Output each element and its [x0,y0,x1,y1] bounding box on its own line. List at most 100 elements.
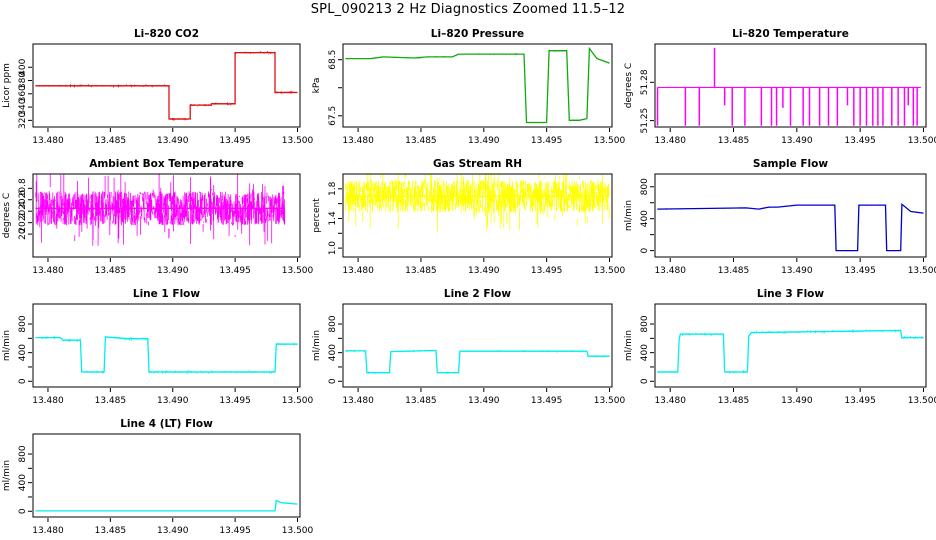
y-tick-label: 400 [18,58,28,75]
x-tick-label: 13.485 [718,136,750,146]
x-tick-label: 13.480 [654,136,686,146]
x-tick-label: 13.500 [282,136,314,146]
data-series [345,46,610,124]
panel-title: Line 2 Flow [444,288,511,300]
y-axis-label: ml/min [624,200,634,231]
series-noise [345,349,610,374]
data-series [35,174,286,246]
panel-7: Line 1 Flow ml/min 13.480 13.485 13.490 13.49… [2,288,314,406]
y-tick-label: 800 [328,315,338,332]
x-tick-label: 13.495 [531,136,563,146]
series-noise [35,174,286,246]
panel-10: Line 4 (LT) Flow ml/min 13.480 13.485 13.490… [2,418,314,536]
x-tick-label: 13.490 [468,136,500,146]
y-tick-label: 20 [18,228,28,240]
y-tick-label: 800 [18,315,28,332]
y-axis-label: ml/min [312,330,322,361]
series-line [345,349,610,374]
plot-frame [32,433,301,518]
panel-5: Gas Stream RH percent 13.480 13.485 13.490 13… [312,158,626,276]
x-tick-label: 13.480 [342,136,374,146]
panel-4: Ambient Box Temperature degrees C 13.480 13… [2,158,314,276]
x-tick-label: 13.490 [157,266,189,276]
series-noise [35,335,298,374]
y-tick-label: 380 [18,72,28,89]
panel-title: Line 4 (LT) Flow [120,418,213,430]
x-tick-label: 13.480 [32,266,64,276]
panel-9: Line 3 Flow ml/min 13.480 13.485 13.490 13.49… [624,288,936,406]
y-tick-label: 51.25 [640,108,650,134]
y-tick-label: 360 [18,85,28,102]
plot-frame [32,303,301,388]
x-tick-label: 13.495 [219,266,251,276]
y-axis-label: degrees C [624,63,634,108]
x-tick-label: 13.485 [718,266,750,276]
plot-frame [32,173,301,258]
x-tick-label: 13.500 [282,396,314,406]
y-tick-label: 20.6 [18,189,28,209]
series-noise [345,174,610,232]
x-tick-label: 13.490 [781,266,813,276]
y-tick-label: 1.4 [328,211,338,226]
y-axis-label: ml/min [2,330,12,361]
y-tick-label: 340 [18,98,28,115]
x-tick-label: 13.490 [468,396,500,406]
x-tick-label: 13.485 [95,526,127,536]
y-tick-label: 400 [328,344,338,361]
panel-title: Li–820 CO2 [134,28,199,40]
panel-title: Li–820 Temperature [732,28,849,40]
y-tick-label: 0 [640,247,650,253]
data-series [35,335,298,374]
y-tick-label: 0 [18,378,28,384]
y-axis-label: kPa [312,78,322,94]
panel-title: Ambient Box Temperature [89,158,244,170]
plot-frame [654,173,927,258]
x-tick-label: 13.485 [95,396,127,406]
series-line [35,336,298,373]
data-series [657,329,924,374]
x-tick-label: 13.500 [594,136,626,146]
y-axis-label: Licor ppm [2,63,12,108]
x-tick-label: 13.480 [32,396,64,406]
x-tick-label: 13.490 [157,136,189,146]
y-axis-label: ml/min [2,460,12,491]
panel-title: Sample Flow [753,158,828,170]
x-tick-label: 13.495 [531,266,563,276]
x-tick-label: 13.495 [844,396,876,406]
x-tick-label: 13.500 [908,136,936,146]
x-tick-label: 13.495 [531,396,563,406]
x-tick-label: 13.485 [405,266,437,276]
x-tick-label: 13.495 [219,526,251,536]
panel-title: Gas Stream RH [433,158,522,170]
panel-3: Li–820 Temperature degrees C 13.480 13.485 1… [624,28,936,146]
y-axis-label: ml/min [624,330,634,361]
y-tick-label: 800 [640,315,650,332]
panel-title: Line 1 Flow [133,288,200,300]
y-tick-label: 20.8 [18,178,28,198]
x-tick-label: 13.485 [95,266,127,276]
x-tick-label: 13.480 [654,396,686,406]
x-tick-label: 13.500 [908,266,936,276]
panel-2: Li–820 Pressure kPa 13.480 13.485 13.490 13.4… [312,28,626,146]
y-tick-label: 68.5 [328,50,338,70]
page-title: SPL_090213 2 Hz Diagnostics Zoomed 11.5–… [310,2,626,17]
series-noise [35,51,298,121]
series-line [35,499,298,512]
x-tick-label: 13.500 [908,396,936,406]
series-line [657,202,924,252]
y-tick-label: 400 [18,474,28,491]
plot-frame [654,43,927,128]
x-tick-label: 13.495 [219,396,251,406]
x-tick-label: 13.485 [718,396,750,406]
x-tick-label: 13.500 [594,396,626,406]
x-tick-label: 13.485 [405,136,437,146]
y-tick-label: 400 [18,344,28,361]
y-tick-label: 20.2 [18,213,28,233]
panel-1: Li–820 CO2 Licor ppm 13.480 13.485 13.490 13.… [2,28,314,146]
plot-frame [342,43,613,128]
series-line [345,46,610,124]
series-noise [657,204,924,252]
panel-8: Line 2 Flow ml/min 13.480 13.485 13.490 13.49… [312,288,626,406]
x-tick-label: 13.490 [781,136,813,146]
x-tick-label: 13.485 [405,396,437,406]
